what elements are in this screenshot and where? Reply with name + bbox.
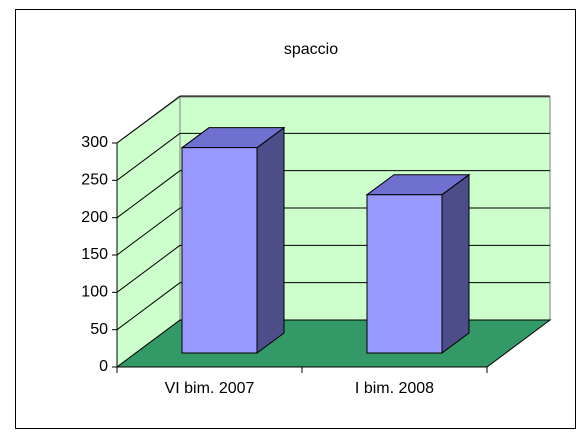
y-tick-label: 0: [99, 358, 108, 375]
y-tick-label: 250: [81, 172, 108, 189]
bar-side: [441, 173, 470, 354]
y-tick-label: 150: [81, 246, 108, 263]
y-tick-label: 50: [90, 321, 108, 338]
chart-title: spaccio: [284, 41, 338, 58]
bar: [180, 126, 286, 354]
bar-front: [366, 194, 443, 354]
x-tick-label: VI bim. 2007: [165, 380, 255, 397]
y-tick-label: 200: [81, 209, 108, 226]
bar: [365, 173, 471, 354]
bar-front: [181, 147, 258, 354]
grid-line: [116, 170, 181, 219]
bar-side: [256, 126, 285, 354]
grid-line: [116, 282, 181, 331]
grid-line: [116, 95, 181, 144]
y-tick-label: 300: [81, 134, 108, 151]
x-tick-label: I bim. 2008: [355, 380, 434, 397]
grid-line: [116, 132, 181, 181]
y-tick-label: 100: [81, 284, 108, 301]
grid-line: [116, 244, 181, 293]
grid-line: [116, 207, 181, 256]
